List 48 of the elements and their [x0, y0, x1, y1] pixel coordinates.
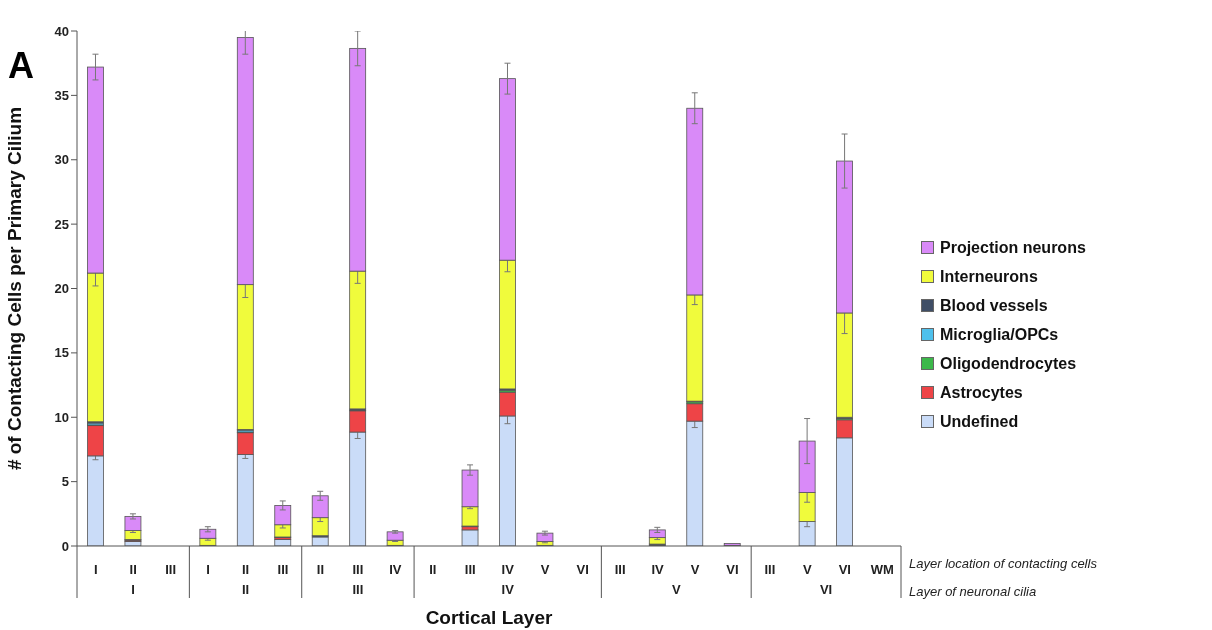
x-tick-label: III: [614, 562, 626, 577]
x-tick-label: III: [277, 562, 289, 577]
x-tick-label: V: [540, 562, 550, 577]
y-tick-label: 30: [54, 152, 69, 168]
y-tick-label: 5: [61, 474, 69, 490]
x-axis-title: Cortical Layer: [425, 607, 553, 628]
legend-label: Interneurons: [940, 267, 1038, 286]
text: Layer of neuronal cilia: [909, 584, 1037, 599]
x-tick-label: II: [241, 562, 250, 577]
x-tick-label: II: [129, 562, 137, 577]
legend-label: Astrocytes: [940, 383, 1023, 402]
text: A: [8, 45, 34, 86]
legend-label: Projection neurons: [940, 238, 1086, 257]
y-tick-label: 40: [54, 23, 69, 39]
legend-label: Oligodendrocytes: [940, 354, 1077, 373]
x-tick-label: IV: [651, 562, 665, 577]
y-tick-label: 35: [54, 87, 69, 103]
legend-label: Microglia/OPCs: [940, 325, 1059, 344]
x-tick-label: II: [429, 562, 437, 577]
x-tick-label: V: [803, 562, 813, 577]
x-tick-label: VI: [838, 562, 851, 577]
x-tick-label: IV: [389, 562, 402, 577]
x-tick-label: VI: [726, 562, 739, 577]
x-tick-label: III: [352, 562, 364, 577]
text: II: [241, 582, 250, 597]
text: V: [671, 582, 681, 597]
text: Layer location of contacting cells: [909, 556, 1098, 571]
x-tick-label: I: [206, 562, 210, 577]
y-tick-label: 15: [54, 345, 69, 361]
legend-label: Blood vessels: [940, 296, 1048, 315]
y-tick-label: 10: [54, 409, 69, 425]
x-tick-label: IV: [501, 562, 515, 577]
x-tick-label: III: [464, 562, 476, 577]
x-tick-label: I: [93, 562, 98, 577]
y-tick-label: 25: [54, 216, 69, 232]
x-tick-label: V: [690, 562, 700, 577]
x-tick-label: II: [316, 562, 325, 577]
text: IV: [501, 582, 515, 597]
y-tick-label: 0: [61, 538, 69, 554]
x-tick-label: III: [764, 562, 776, 577]
x-tick-label: III: [165, 562, 177, 577]
text: III: [352, 582, 364, 597]
legend-label: Undefined: [940, 412, 1019, 431]
text: I: [131, 582, 135, 597]
text: VI: [819, 582, 833, 597]
x-tick-label: WM: [870, 562, 894, 577]
x-tick-label: VI: [576, 562, 589, 577]
y-tick-label: 20: [54, 281, 69, 297]
